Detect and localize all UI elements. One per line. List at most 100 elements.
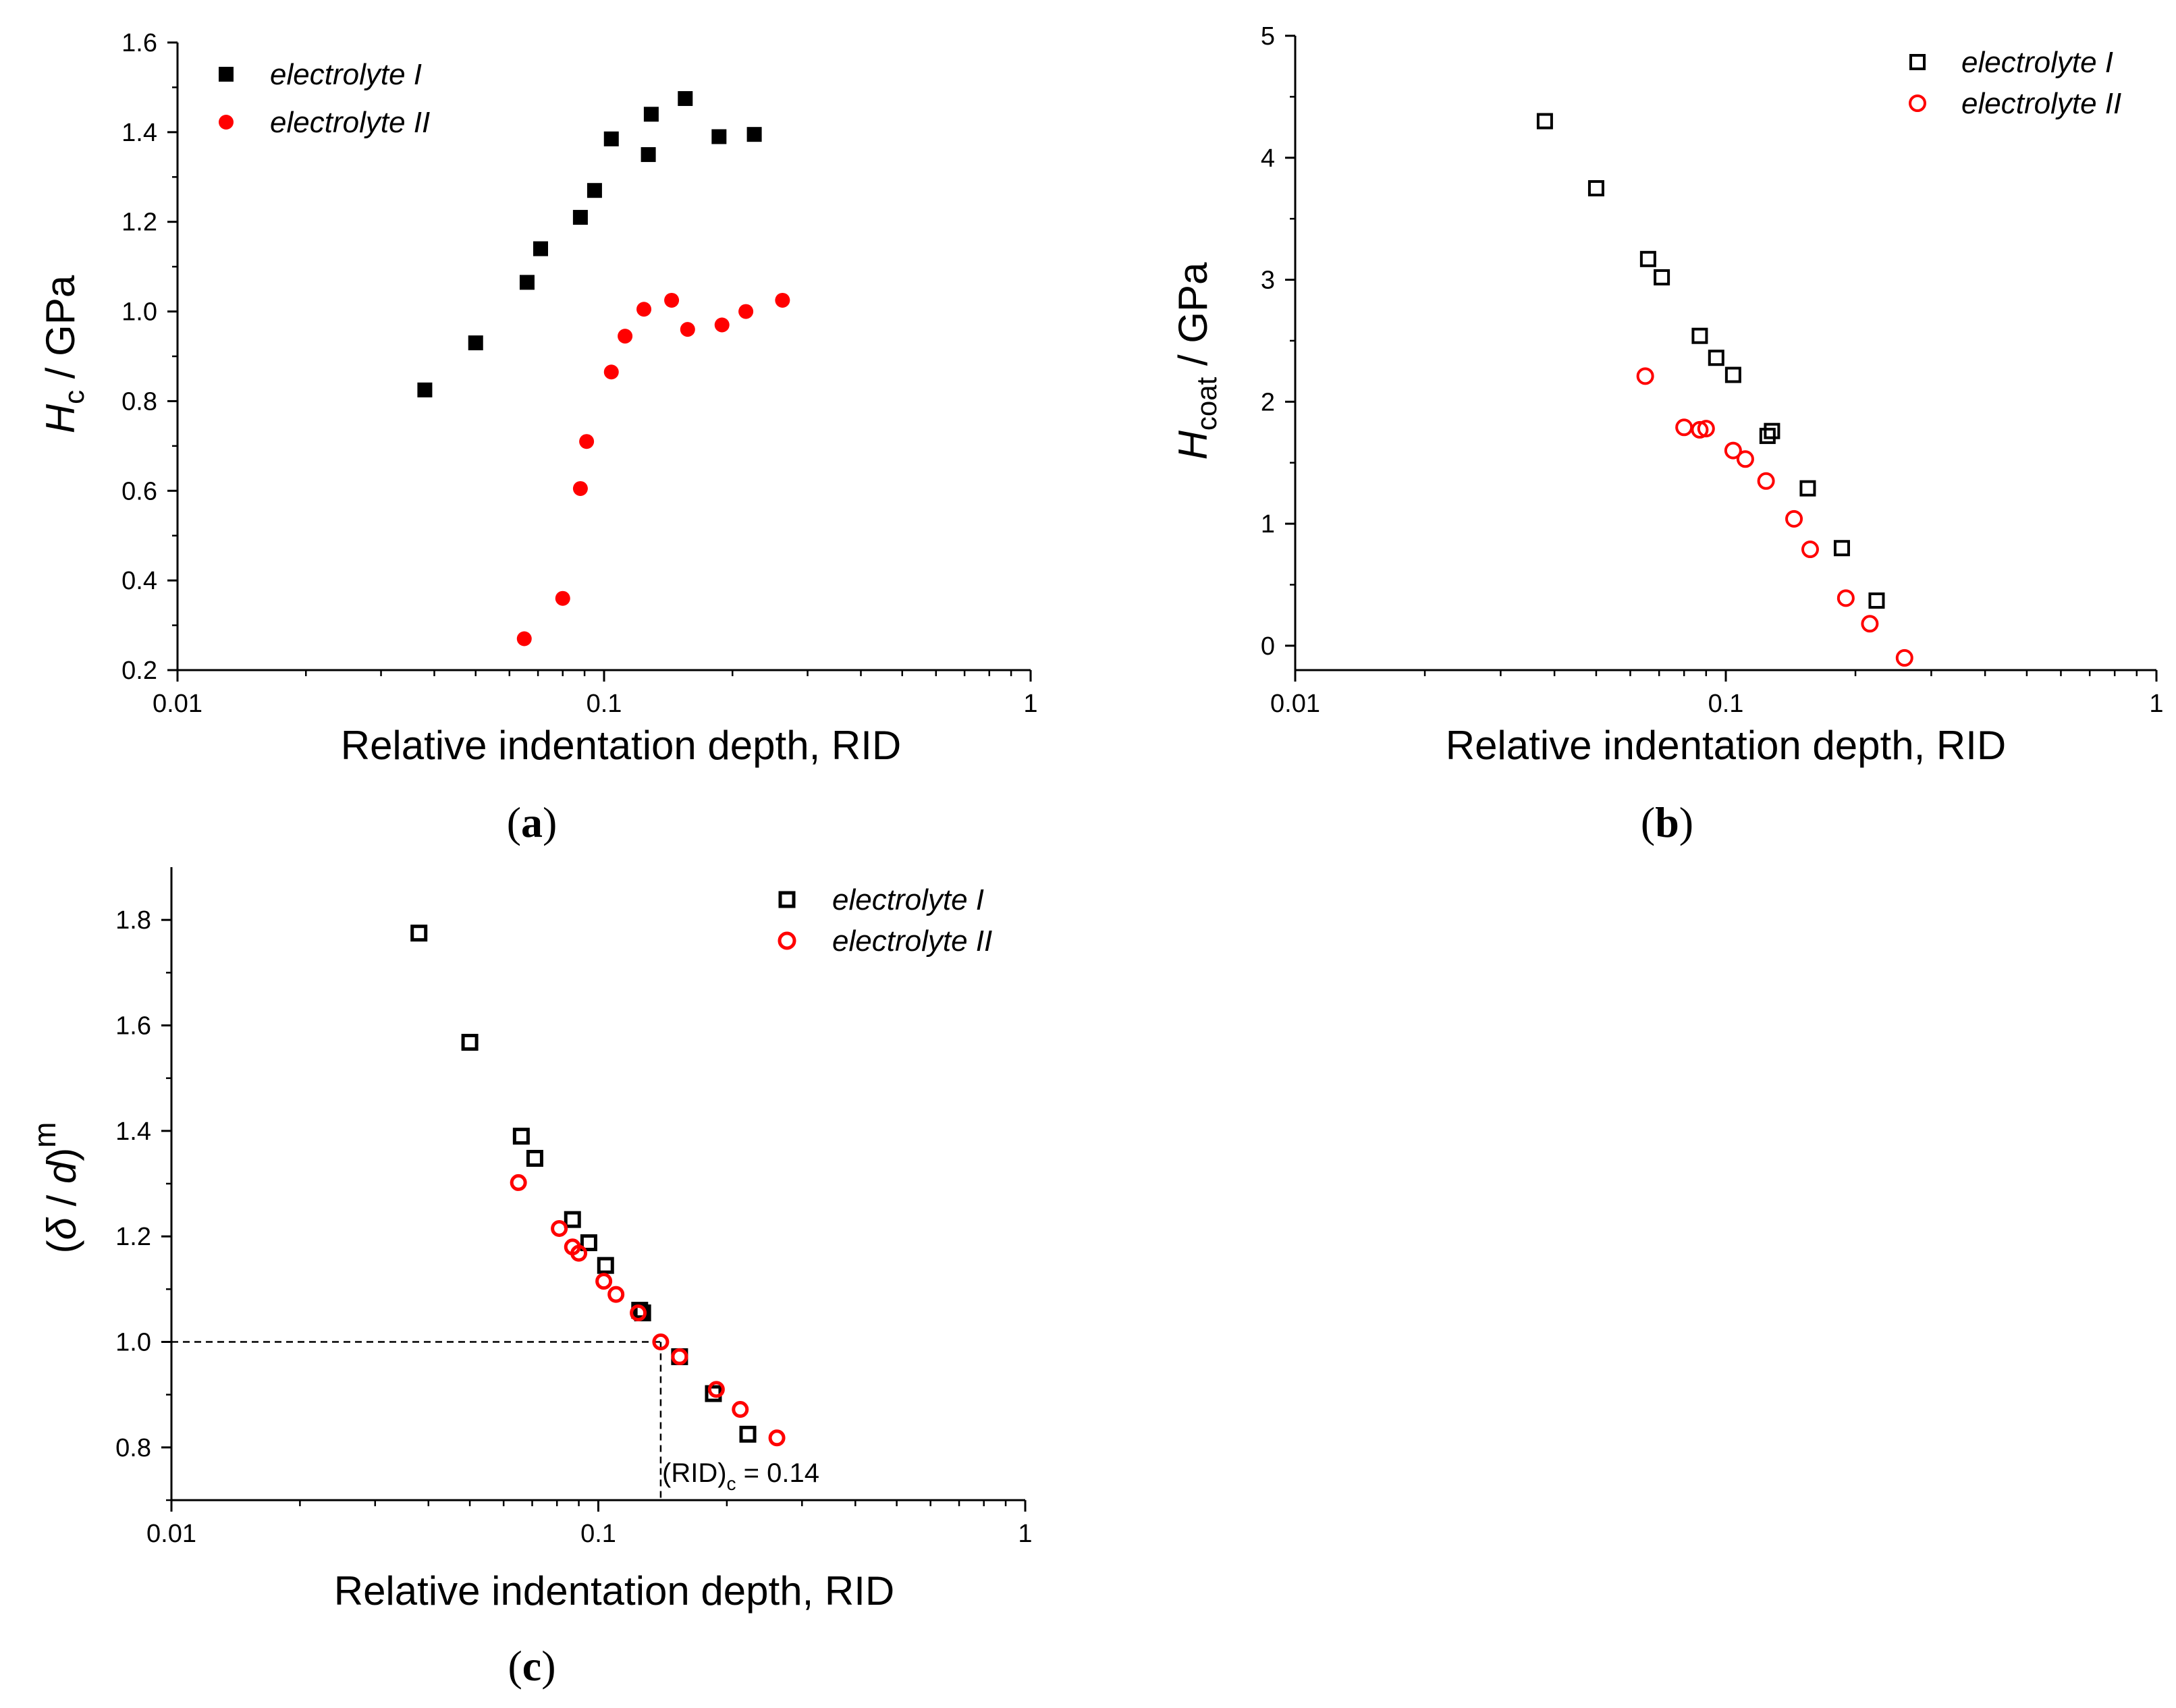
chart-c-annotation: (RID)c = 0.14: [662, 1458, 819, 1494]
chart-b-point-s1-6: [1708, 350, 1724, 366]
chart-b-point-s2-1: [1636, 367, 1654, 385]
chart-b-legend-label-2: electrolyte II: [1961, 87, 2121, 120]
chart-b-y-tick-label: 4: [1261, 144, 1275, 173]
chart-a-axes: 0.2 0.4 0.6 0.8 1.0 1.2 1.4 1.6 0.01 0.1 1: [121, 29, 1037, 718]
chart-a-point-s2-5: [603, 364, 619, 380]
chart-a-legend-marker-2: [219, 115, 234, 130]
chart-a-ylabel: Hc / GPa: [38, 275, 90, 433]
chart-b-point-s1-4: [1654, 269, 1670, 285]
chart-a-point-s2-1: [516, 631, 532, 646]
chart-a-marks: [417, 91, 790, 646]
chart-c-y-tick-label: 1.8: [115, 906, 151, 935]
chart-b-y-tick-label: 2: [1261, 388, 1275, 416]
chart-c-point-s2-7: [630, 1304, 647, 1322]
chart-b-xlabel: Relative indentation depth, RID: [1446, 723, 2007, 768]
chart-a-point-s1-9: [643, 107, 659, 122]
chart-a-point-s2-4: [579, 434, 595, 449]
chart-c-panel-label: (c): [508, 1642, 555, 1690]
chart-a-point-s1-12: [746, 127, 762, 142]
chart-a-x-tick-label: 1: [1023, 690, 1037, 718]
chart-a-y-tick-label: 0.2: [121, 657, 157, 685]
chart-a-point-s1-2: [468, 335, 483, 351]
chart-b-point-s2-11: [1861, 615, 1879, 633]
chart-a-x-tick-label: 0.01: [153, 690, 202, 718]
chart-a-point-s1-5: [572, 210, 588, 225]
chart-a-panel-label: (a): [507, 798, 557, 846]
chart-c-y-tick-label: 1.2: [115, 1223, 151, 1251]
chart-b-marks: [1536, 113, 1913, 667]
chart-a-y-tick-label: 1.0: [121, 298, 157, 327]
chart-c-point-s2-4: [570, 1244, 588, 1262]
chart-b-point-s2-7: [1757, 472, 1775, 490]
chart-b-axes: 0 1 2 3 4 5 0.01 0.1 1: [1261, 22, 2164, 718]
chart-c-x-tick-label: 0.1: [580, 1520, 616, 1548]
chart-c-axes: 0.8 1.0 1.2 1.4 1.6 1.8 0.01 0.1 1: [115, 867, 1033, 1548]
chart-a-y-tick-label: 1.6: [121, 29, 157, 57]
chart-b-point-s1-11: [1833, 540, 1850, 557]
chart-a-point-s1-7: [603, 131, 619, 146]
chart-a-legend-label-2: electrolyte II: [270, 106, 430, 139]
chart-c-legend-marker-1: [778, 891, 796, 908]
chart-c-point-s2-8: [652, 1333, 670, 1350]
chart-b-point-s2-3: [1691, 420, 1709, 439]
chart-c-point-s1-4: [526, 1149, 543, 1167]
chart-c-y-tick-label: 1.0: [115, 1329, 151, 1357]
chart-b-point-s1-2: [1587, 180, 1604, 196]
chart-c-point-s1-2: [461, 1034, 479, 1051]
chart-b-point-s2-10: [1837, 589, 1855, 607]
chart-b-point-s2-5: [1724, 441, 1742, 460]
chart-c-xlabel: Relative indentation depth, RID: [334, 1568, 895, 1614]
chart-b-x-tick-label: 0.01: [1270, 690, 1320, 718]
chart-b-point-s1-3: [1639, 250, 1656, 267]
chart-c-point-s1-7: [597, 1257, 614, 1274]
chart-c-legend-label-2: electrolyte II: [832, 925, 992, 958]
chart-a-point-s1-8: [641, 147, 656, 163]
chart-c-point-s1-3: [512, 1128, 530, 1145]
chart-b-point-s2-6: [1736, 450, 1754, 468]
chart-b-x-tick-label: 1: [2149, 690, 2163, 718]
chart-c-refs: [171, 1341, 662, 1500]
chart-c-point-s2-10: [707, 1381, 725, 1398]
chart-a-point-s1-11: [711, 129, 727, 144]
chart-b-point-s2-4: [1697, 420, 1715, 438]
chart-c-point-s1-1: [410, 925, 428, 942]
chart-b-legend: electrolyte I electrolyte II: [1909, 46, 2121, 120]
chart-c-point-s2-5: [595, 1273, 613, 1290]
chart-panel-c: 0.8 1.0 1.2 1.4 1.6 1.8 0.01 0.1 1 (RID)c = 0.14…: [27, 867, 1033, 1690]
chart-a-x-tick-label: 0.1: [587, 690, 622, 718]
chart-a-point-s1-1: [417, 382, 433, 397]
chart-c-point-s1-6: [580, 1234, 597, 1252]
chart-a-y-tick-label: 0.8: [121, 387, 157, 416]
chart-a-y-tick-label: 1.2: [121, 209, 157, 237]
chart-b-point-s1-5: [1691, 327, 1708, 344]
chart-b-point-s1-12: [1868, 592, 1885, 609]
chart-a-y-tick-label: 0.6: [121, 477, 157, 505]
chart-b-point-s2-8: [1785, 509, 1803, 528]
chart-c-point-s2-12: [768, 1429, 786, 1447]
chart-a-legend-label-1: electrolyte I: [270, 58, 422, 91]
chart-a-xlabel: Relative indentation depth, RID: [341, 723, 902, 768]
chart-b-point-s1-10: [1799, 480, 1816, 497]
chart-a-y-tick-label: 1.4: [121, 119, 157, 147]
chart-b-ylabel: Hcoat / GPa: [1170, 262, 1222, 460]
chart-a-y-tick-label: 0.4: [121, 567, 157, 595]
chart-c-y-tick-label: 0.8: [115, 1434, 151, 1462]
chart-a-point-s2-2: [555, 590, 570, 606]
chart-a-point-s2-6: [618, 329, 633, 344]
chart-c-point-s2-6: [607, 1286, 625, 1303]
chart-a-point-s2-8: [664, 292, 680, 308]
chart-a-point-s2-12: [775, 292, 790, 308]
chart-a-point-s1-4: [533, 241, 548, 256]
chart-c-point-s1-5: [564, 1211, 581, 1228]
chart-a-point-s2-11: [738, 304, 754, 319]
chart-c-ylabel: (δ / d)m: [27, 1122, 84, 1253]
chart-c-legend-label-1: electrolyte I: [832, 883, 984, 916]
chart-c-point-s2-11: [732, 1401, 749, 1418]
chart-b-legend-label-1: electrolyte I: [1961, 46, 2113, 79]
chart-c-point-s2-1: [510, 1174, 527, 1191]
chart-b-point-s2-12: [1895, 649, 1913, 667]
chart-b-point-s1-7: [1724, 366, 1741, 383]
chart-b-legend-marker-2: [1909, 94, 1926, 112]
chart-b-x-tick-label: 0.1: [1708, 690, 1744, 718]
